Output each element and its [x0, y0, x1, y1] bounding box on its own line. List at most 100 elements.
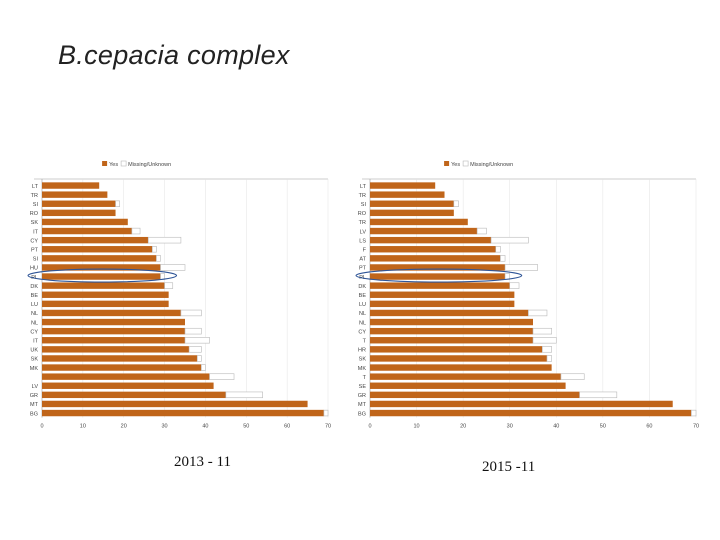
chart1-category-label: MT — [358, 402, 367, 408]
chart0-bar-yes — [42, 191, 108, 198]
chart1-bar-missing — [453, 200, 459, 207]
chart0-legend-swatch-yes — [102, 161, 108, 166]
chart0-bar-yes — [42, 373, 210, 380]
chart0-bar-yes — [42, 236, 149, 244]
chart1-bar-yes — [370, 246, 496, 253]
chart0-category-label: DK — [30, 284, 38, 290]
chart1-category-label: NL — [359, 320, 366, 326]
chart1-category-label: GR — [358, 393, 366, 399]
chart1-bar-yes — [370, 273, 506, 280]
chart0-category-label: TR — [31, 193, 38, 199]
chart0-category-label: UK — [30, 348, 38, 354]
chart1-category-label: NL — [359, 311, 366, 317]
chart1-bar-yes — [370, 337, 533, 344]
chart0-bar-yes — [42, 300, 169, 308]
chart1-x-tick-label: 50 — [600, 424, 606, 430]
chart0-category-label: LT — [32, 184, 39, 190]
chart0-category-label: SI — [33, 257, 39, 263]
chart-2015-svg: Yes Missing/UnknownLTTRSIROTRLVLSFATPTPLD… — [355, 160, 699, 430]
chart0-bar-missing — [225, 391, 263, 399]
chart0-bar-yes — [42, 182, 100, 189]
chart0-bar-yes — [42, 346, 190, 353]
chart0-bar-yes — [42, 391, 226, 399]
chart0-category-label: HU — [30, 266, 38, 272]
chart0-category-label: BE — [31, 293, 39, 299]
chart0-legend-label-yes: Yes — [109, 162, 118, 168]
chart1-bar-yes — [370, 391, 580, 399]
chart1-bar-yes — [370, 300, 515, 308]
chart0-bar-missing — [184, 337, 210, 344]
chart1-category-label: RO — [358, 211, 367, 217]
chart0-bar-missing — [164, 282, 174, 289]
chart1-bar-missing — [691, 409, 697, 417]
chart0-bar-missing — [160, 264, 186, 271]
chart0-bar-yes — [42, 209, 116, 217]
chart0-bar-yes — [42, 382, 214, 389]
chart1-category-label: CY — [358, 329, 366, 335]
chart0-bar-yes — [42, 400, 308, 408]
chart0-bar-missing — [160, 273, 165, 280]
chart1-bar-yes — [370, 255, 501, 262]
chart1-x-tick-label: 20 — [460, 424, 466, 430]
chart1-bar-missing — [579, 391, 618, 399]
chart0-legend-label-missing: Missing/Unknown — [128, 162, 171, 168]
chart0-bar-missing — [184, 327, 202, 335]
chart0-x-tick-label: 10 — [80, 424, 86, 430]
chart1-category-label: F — [363, 247, 367, 253]
chart1-legend-swatch-yes — [444, 161, 450, 166]
chart-2013: Yes Missing/Unknown LT TR SI RO SK IT CY PT SI HU PL… — [24, 155, 340, 445]
chart1-legend-swatch-missing — [462, 160, 469, 167]
slide-title: B.cepacia complex — [58, 40, 290, 70]
chart0-category-label: NL — [31, 320, 38, 326]
chart1-bar-yes — [370, 200, 454, 207]
chart0-category-label: SI — [33, 202, 39, 208]
chart0-bar-missing — [180, 309, 202, 317]
chart0-category-label: SK — [31, 357, 39, 363]
chart1-legend-label-missing: Missing/Unknown — [470, 162, 513, 168]
chart0-x-tick-label: 50 — [243, 424, 249, 430]
chart0-category-label: NL — [31, 311, 38, 317]
chart1-bar-yes — [370, 364, 552, 371]
chart1-category-label: LS — [359, 238, 366, 244]
chart0-bar-missing — [115, 200, 120, 207]
chart0-bar-yes — [42, 255, 157, 262]
chart0-category-label: CY — [30, 329, 38, 335]
chart1-bar-yes — [370, 191, 445, 198]
chart0-category-label: PT — [31, 247, 39, 253]
chart0-category-label: IT — [33, 229, 39, 235]
chart1-bar-missing — [476, 227, 487, 235]
chart0-bar-yes — [42, 355, 198, 362]
chart1-bar-yes — [370, 309, 529, 317]
chart1-category-label: MK — [358, 366, 367, 372]
chart0-bar-yes — [42, 327, 185, 335]
chart1-category-label: DK — [358, 284, 366, 290]
chart0-legend: Yes Missing/Unknown — [102, 160, 171, 168]
chart1-bar-yes — [370, 209, 454, 217]
caption-2013: 2013 - 11 — [174, 454, 231, 470]
chart0-category-label: LU — [31, 302, 38, 308]
chart1-x-tick-label: 10 — [414, 424, 420, 430]
chart1-bar-missing — [532, 327, 552, 335]
chart1-x-tick-label: 0 — [368, 424, 371, 430]
chart1-bar-missing — [546, 355, 552, 362]
chart0-bar-missing — [188, 346, 202, 353]
chart1-category-label: HR — [358, 348, 366, 354]
chart1-bar-yes — [370, 373, 561, 380]
chart1-bar-missing — [490, 236, 529, 244]
chart0-category-label: MK — [30, 366, 39, 372]
chart0-bar-missing — [152, 246, 157, 253]
chart1-category-label: LV — [360, 229, 367, 235]
chart0-category-label: GR — [30, 393, 38, 399]
chart1-bar-yes — [370, 282, 510, 289]
chart1-legend: Yes Missing/Unknown — [444, 160, 513, 168]
chart1-bar-yes — [370, 291, 515, 298]
chart1-category-label: SE — [359, 384, 367, 390]
chart1-bar-yes — [370, 264, 506, 271]
chart0-bar-missing — [201, 364, 206, 371]
chart1-bar-missing — [509, 282, 520, 289]
chart1-bar-missing — [542, 346, 552, 353]
chart0-legend-swatch-missing — [120, 160, 127, 167]
chart0-bar-yes — [42, 273, 161, 280]
chart1-bar-yes — [370, 318, 533, 326]
chart1-category-label: PT — [359, 266, 367, 272]
